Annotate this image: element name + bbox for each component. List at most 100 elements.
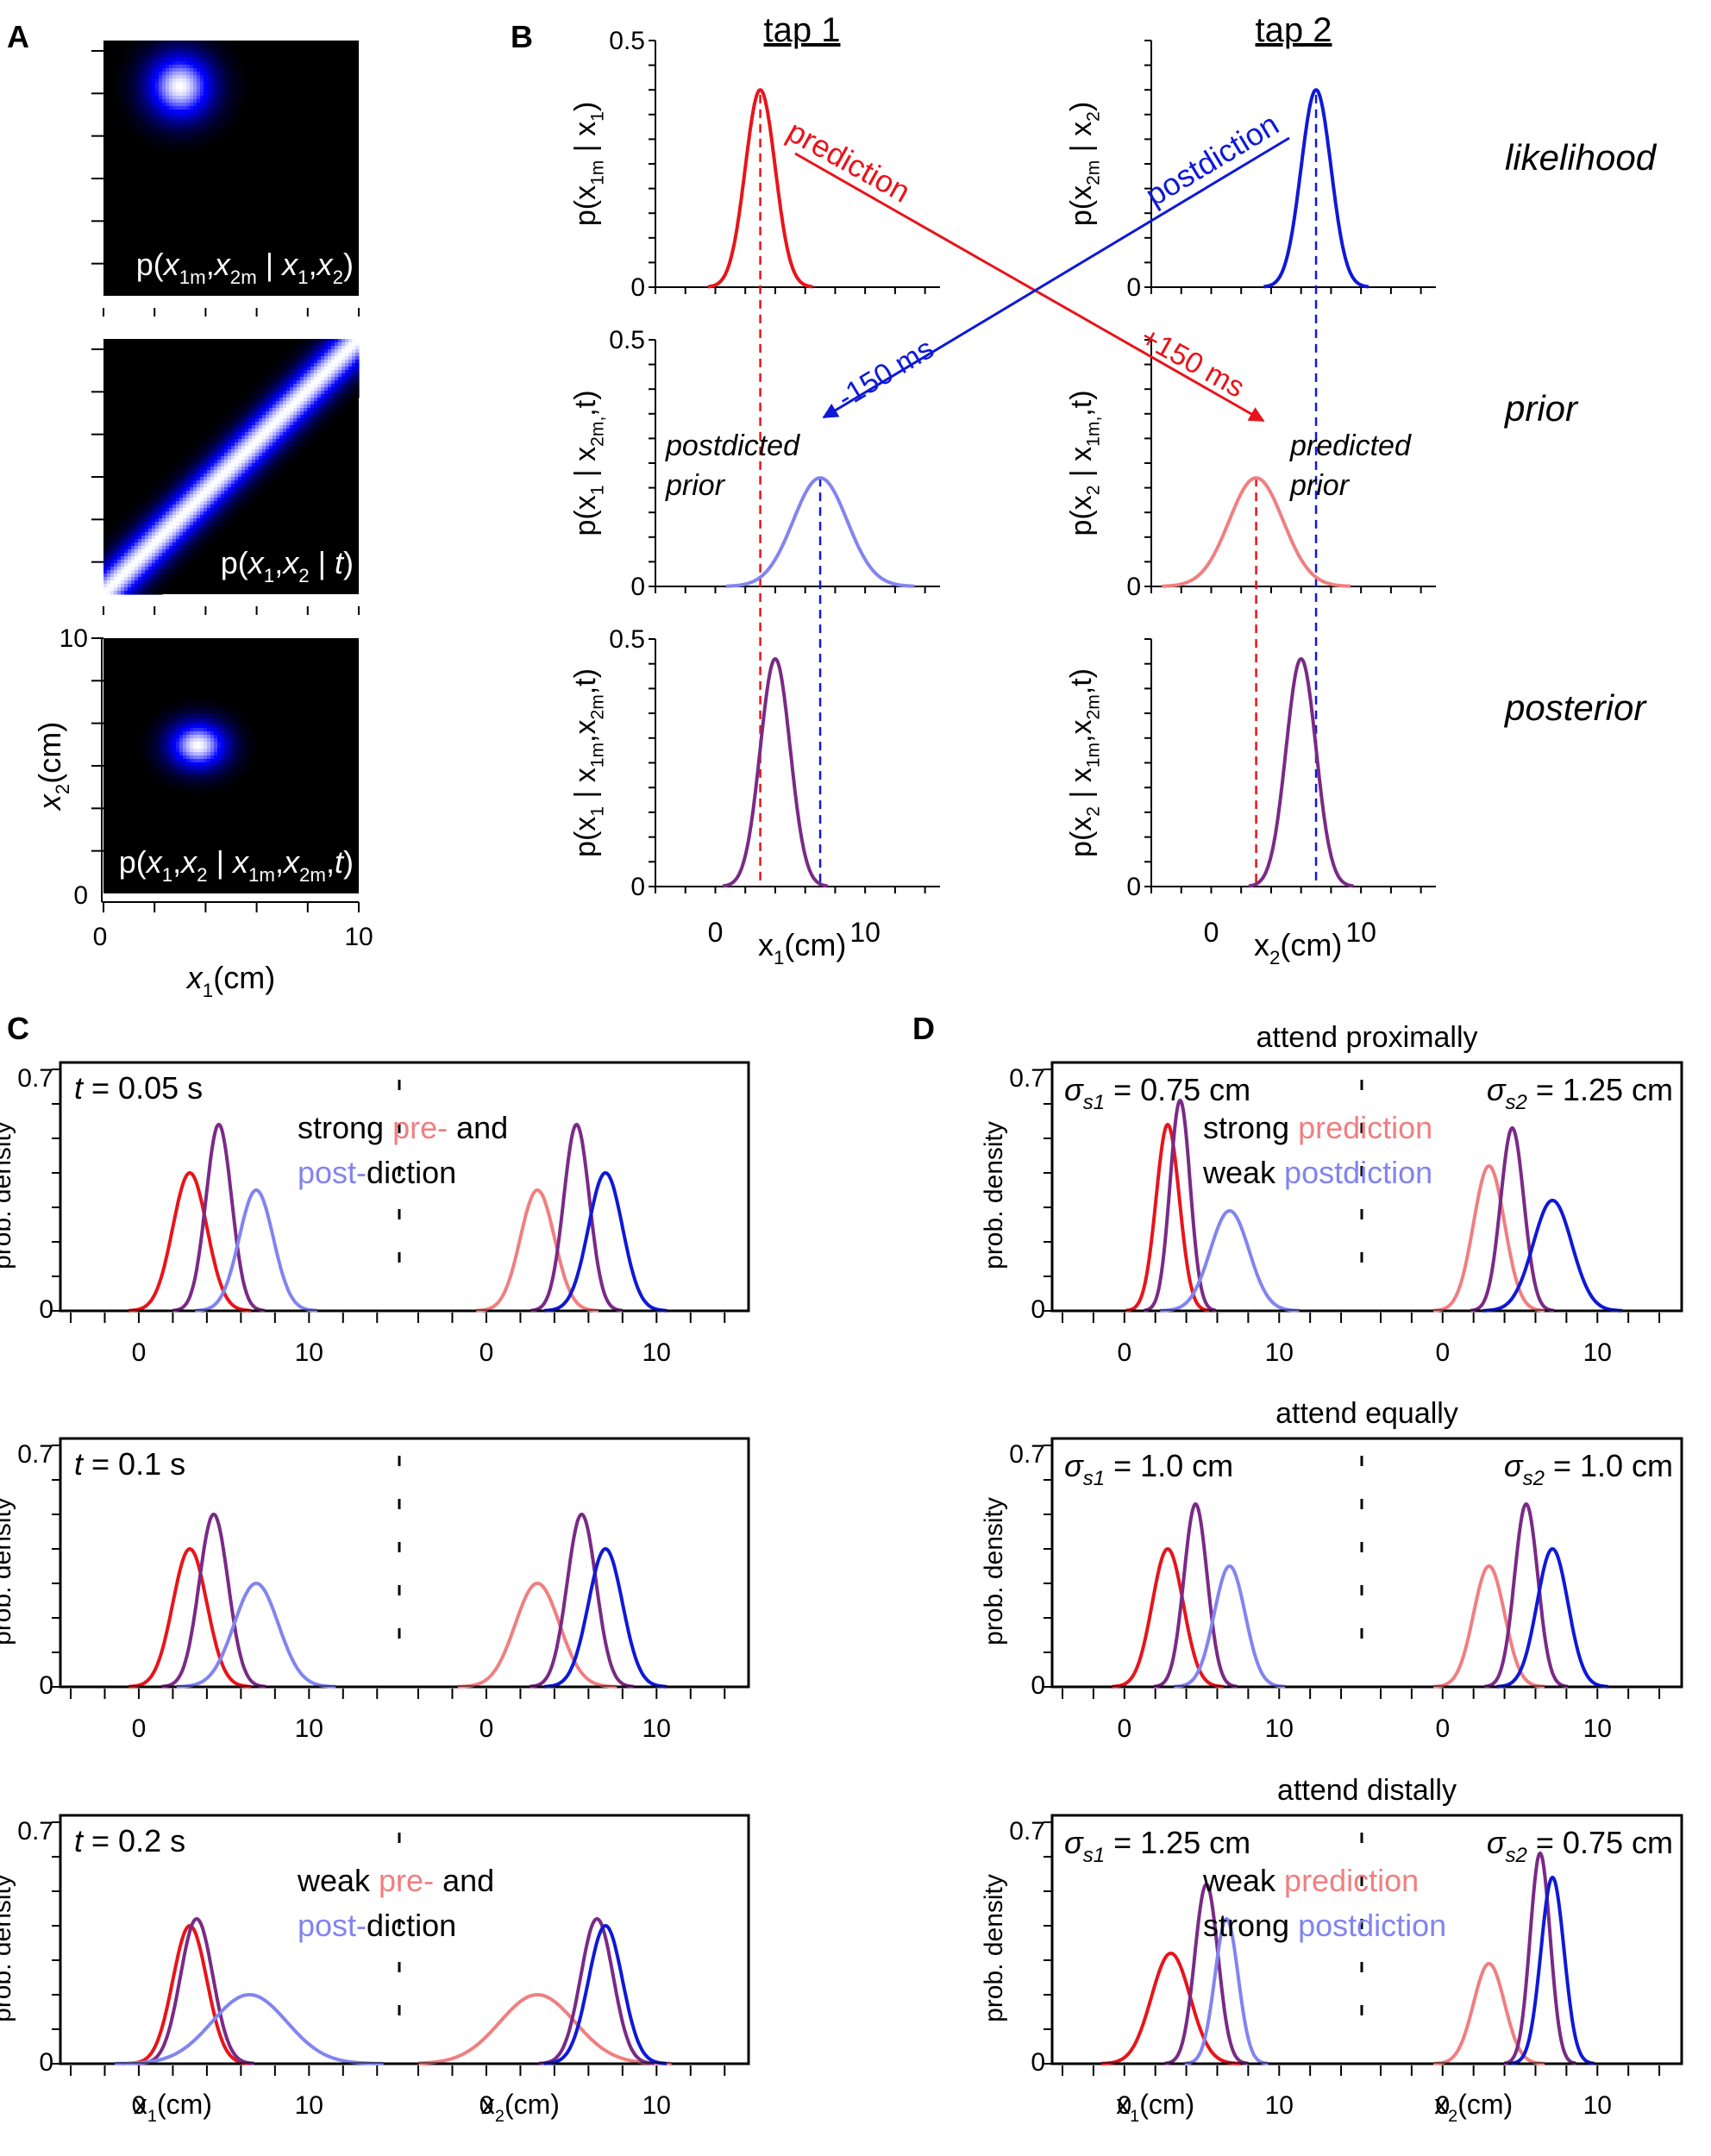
heatmap-cell: [207, 508, 211, 512]
heatmap-cell: [186, 65, 191, 69]
heatmap-cell: [190, 456, 194, 461]
heatmap-cell: [266, 425, 270, 429]
heatmap-cell: [221, 776, 225, 780]
heatmap-cell: [190, 714, 194, 718]
heatmap-cell: [190, 773, 194, 777]
heatmap-cell: [238, 411, 242, 416]
heatmap-cell: [193, 773, 197, 777]
heatmap-cell: [193, 487, 197, 492]
heatmap-cell: [283, 408, 287, 412]
heatmap-cell: [321, 391, 325, 395]
heatmap-cell: [190, 700, 194, 705]
heatmap-cell: [214, 707, 218, 711]
heatmap-cell: [259, 391, 263, 395]
heatmap-cell: [338, 342, 342, 347]
heatmap-cell: [221, 418, 225, 423]
y-axis-label: x2(cm): [32, 722, 73, 812]
heatmap-cell: [169, 773, 173, 777]
heatmap-cell: [248, 391, 253, 395]
heatmap-cell: [238, 446, 242, 450]
heatmap-cell: [124, 529, 128, 533]
heatmap-cell: [172, 41, 177, 45]
heatmap-cell: [190, 41, 194, 45]
heatmap-cell: [155, 487, 160, 492]
heatmap-cell: [197, 96, 201, 100]
heatmap-cell: [241, 411, 246, 416]
x-tick-label: 0: [1117, 1714, 1131, 1743]
heatmap-cell: [193, 460, 197, 464]
heatmap-cell: [190, 144, 194, 148]
heatmap-cell: [172, 103, 177, 107]
heatmap-cell: [224, 82, 229, 86]
heatmap-cell: [245, 432, 249, 436]
left-curve-likelihood: [1125, 1122, 1210, 1313]
heatmap-cell: [159, 738, 163, 743]
heatmap-cell: [352, 367, 356, 371]
heatmap-cell: [328, 339, 332, 343]
heatmap-cell: [176, 68, 180, 72]
heatmap-cell: [235, 473, 239, 478]
heatmap-cell: [297, 422, 301, 426]
heatmap-cell: [210, 532, 215, 536]
heatmap-cell: [314, 339, 318, 343]
heatmap-cell: [110, 570, 115, 574]
heatmap-cell: [235, 92, 239, 97]
heatmap-cell: [145, 44, 149, 48]
heatmap-cell: [193, 120, 197, 124]
heatmap-cell: [138, 75, 142, 79]
heatmap-cell: [131, 123, 135, 128]
heatmap-cell: [259, 449, 263, 454]
heatmap-cell: [176, 75, 180, 79]
note-segment: strong: [1203, 1110, 1298, 1145]
heatmap-cell: [145, 99, 149, 103]
heatmap-cell: [166, 130, 170, 135]
heatmap-cell: [193, 480, 197, 485]
heatmap-cell: [197, 735, 201, 739]
heatmap-cell: [228, 518, 232, 523]
y-tick-label: 0.7: [1009, 1440, 1045, 1469]
heatmap-cell: [186, 721, 191, 725]
time-symbol: t: [74, 1823, 85, 1858]
heatmap-cell: [148, 508, 153, 512]
heatmap-cell: [210, 463, 215, 467]
heatmap-cell: [228, 467, 232, 471]
heatmap-cell: [190, 116, 194, 121]
heatmap-cell: [169, 505, 173, 509]
heatmap-cell: [310, 425, 315, 429]
y-axis-label: p(x1 | x2m,,t): [569, 390, 608, 536]
heatmap-cell: [193, 68, 197, 72]
heatmap-cell: [286, 449, 291, 454]
heatmap-cell: [221, 41, 225, 45]
heatmap-cell: [204, 539, 208, 543]
heatmap-cell: [204, 113, 208, 117]
heatmap-cell: [335, 380, 339, 385]
heatmap-cell: [172, 742, 177, 746]
heatmap-cell: [238, 735, 242, 739]
heatmap-cell: [172, 711, 177, 715]
heatmap-cell: [172, 536, 177, 540]
heatmap-cell: [286, 363, 291, 367]
heatmap-cell: [286, 442, 291, 447]
heatmap-cell: [293, 353, 298, 357]
heatmap-cell: [131, 584, 135, 588]
heatmap-cell: [169, 473, 173, 478]
heatmap-cell: [128, 65, 132, 69]
heatmap-cell: [141, 41, 146, 45]
heatmap-cell: [324, 346, 329, 350]
heatmap-cell: [273, 460, 277, 464]
axes-tap-1-prior: 0.50p(x1 | x2m,,t): [569, 326, 940, 601]
heatmap-cell: [245, 755, 249, 760]
heatmap-cell: [197, 759, 201, 763]
heatmap-cell: [207, 714, 211, 718]
heatmap-cell: [169, 511, 173, 516]
heatmap-cell: [145, 494, 149, 498]
heatmap-cell: [345, 394, 349, 398]
heatmap-cell: [117, 549, 122, 554]
text-part: p(x: [569, 495, 602, 536]
heatmap-cell: [235, 446, 239, 450]
heatmap-cell: [155, 130, 160, 135]
heatmap-cell: [141, 116, 146, 121]
y-axis-label: p(x1 | x1m,x2m,t): [569, 668, 608, 857]
heatmap-cell: [214, 728, 218, 732]
heatmap-cell: [166, 54, 170, 59]
